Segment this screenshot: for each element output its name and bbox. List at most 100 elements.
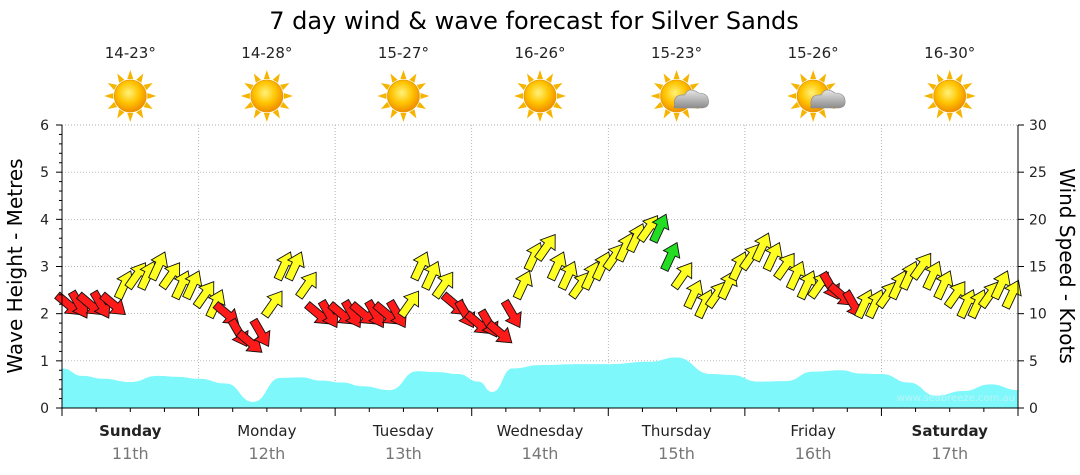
sun-ray — [654, 101, 664, 109]
right-tick-label: 0 — [1029, 401, 1038, 417]
sun-ray — [819, 73, 827, 83]
sun-cloud-icon — [650, 70, 709, 122]
day-temperature: 16-30° — [924, 44, 975, 62]
sun-ray — [663, 73, 671, 83]
day-temperature: 14-23° — [105, 44, 156, 62]
sun-ray — [800, 73, 808, 83]
sun-icon — [240, 70, 293, 122]
sun-disc — [933, 79, 967, 113]
sun-ray — [946, 113, 953, 122]
day-column: 15-27° Tuesday 13th — [372, 44, 434, 463]
wind-arrow — [649, 213, 670, 244]
right-tick-label: 15 — [1029, 260, 1047, 276]
wind-arrow — [295, 271, 317, 300]
axes: 0 1 2 3 4 5 6 0 5 10 15 20 25 30 — [40, 118, 1047, 417]
day-name: Sunday — [99, 422, 162, 440]
wind-arrow — [670, 262, 693, 291]
left-tick-label: 5 — [40, 165, 49, 181]
right-tick-label: 5 — [1029, 354, 1038, 370]
sun-ray — [955, 73, 963, 83]
sun-ray — [517, 83, 527, 91]
wind-arrow — [284, 251, 305, 282]
sun-ray — [380, 101, 391, 109]
sun-ray — [117, 73, 125, 83]
sun-ray — [545, 109, 553, 119]
day-temperature: 16-26° — [514, 44, 565, 62]
day-column: 15-26° Friday 16th — [787, 44, 846, 463]
day-temperature: 14-28° — [241, 44, 292, 62]
sun-ray — [936, 73, 944, 83]
wind-arrows — [54, 213, 1022, 353]
sun-ray — [117, 109, 125, 119]
sun-ray — [955, 109, 963, 119]
day-temperature: 15-27° — [378, 44, 429, 62]
sun-ray — [143, 101, 153, 109]
day-column: 16-26° Wednesday 14th — [497, 44, 584, 463]
sun-ray — [545, 73, 553, 83]
day-date: 13th — [385, 444, 422, 463]
sun-ray — [936, 109, 944, 119]
day-temperature: 15-23° — [651, 44, 702, 62]
sun-icon — [377, 70, 430, 122]
sun-ray — [390, 73, 398, 83]
sun-ray — [946, 70, 953, 79]
sun-ray — [104, 93, 114, 99]
sun-ray — [527, 109, 535, 119]
sun-ray — [377, 93, 387, 99]
sun-ray — [537, 70, 543, 79]
sun-ray — [380, 83, 391, 91]
day-temperature: 15-26° — [788, 44, 839, 62]
sun-ray — [253, 109, 261, 119]
day-name: Tuesday — [372, 422, 434, 440]
day-name: Friday — [790, 422, 836, 440]
sun-ray — [673, 113, 680, 122]
sun-ray — [537, 113, 543, 122]
sun-disc — [387, 79, 420, 113]
wind-arrow — [512, 270, 533, 301]
sun-ray — [682, 109, 690, 119]
left-tick-label: 3 — [40, 260, 49, 276]
day-column: 14-23° Sunday 11th — [99, 44, 162, 463]
left-tick-label: 2 — [40, 307, 49, 323]
sun-ray — [810, 113, 817, 122]
sun-ray — [409, 73, 417, 83]
sun-ray — [673, 70, 680, 79]
sun-ray — [689, 83, 700, 91]
day-date: 12th — [248, 444, 285, 463]
sun-ray — [927, 101, 937, 109]
left-tick-label: 1 — [40, 354, 49, 370]
sun-ray — [663, 109, 671, 119]
sun-ray — [810, 70, 817, 79]
sun-ray — [127, 113, 134, 122]
sun-ray — [244, 83, 254, 91]
sun-ray — [272, 73, 280, 83]
day-headers: 14-23° Sunday 11th 14-28° Monday 12th 15-27° Tu… — [99, 44, 988, 463]
sun-ray — [557, 93, 566, 99]
day-date: 15th — [658, 444, 695, 463]
sun-icon — [923, 70, 976, 122]
wind-arrow — [431, 271, 454, 300]
sun-ray — [682, 73, 690, 83]
cloud-shape — [673, 89, 709, 109]
wind-arrow — [660, 241, 681, 273]
day-column: 14-28° Monday 12th — [237, 44, 296, 463]
wind-arrow — [212, 300, 240, 325]
sun-ray — [136, 73, 144, 83]
sun-ray — [826, 83, 836, 91]
wind-arrow — [249, 317, 271, 348]
sun-ray — [253, 73, 261, 83]
sun-ray — [280, 101, 290, 109]
sun-ray — [147, 93, 157, 99]
sun-ray — [400, 113, 407, 122]
sun-ray — [553, 101, 563, 109]
right-tick-label: 10 — [1029, 307, 1047, 323]
left-axis-label: Wave Height - Metres — [3, 158, 27, 373]
sun-ray — [527, 73, 535, 83]
wind-arrow — [397, 290, 420, 319]
sun-icon — [514, 70, 566, 122]
day-date: 11th — [112, 444, 149, 463]
wind-arrow — [485, 319, 513, 344]
right-tick-label: 20 — [1029, 212, 1047, 228]
sun-ray — [263, 113, 270, 122]
sun-ray — [654, 83, 664, 91]
